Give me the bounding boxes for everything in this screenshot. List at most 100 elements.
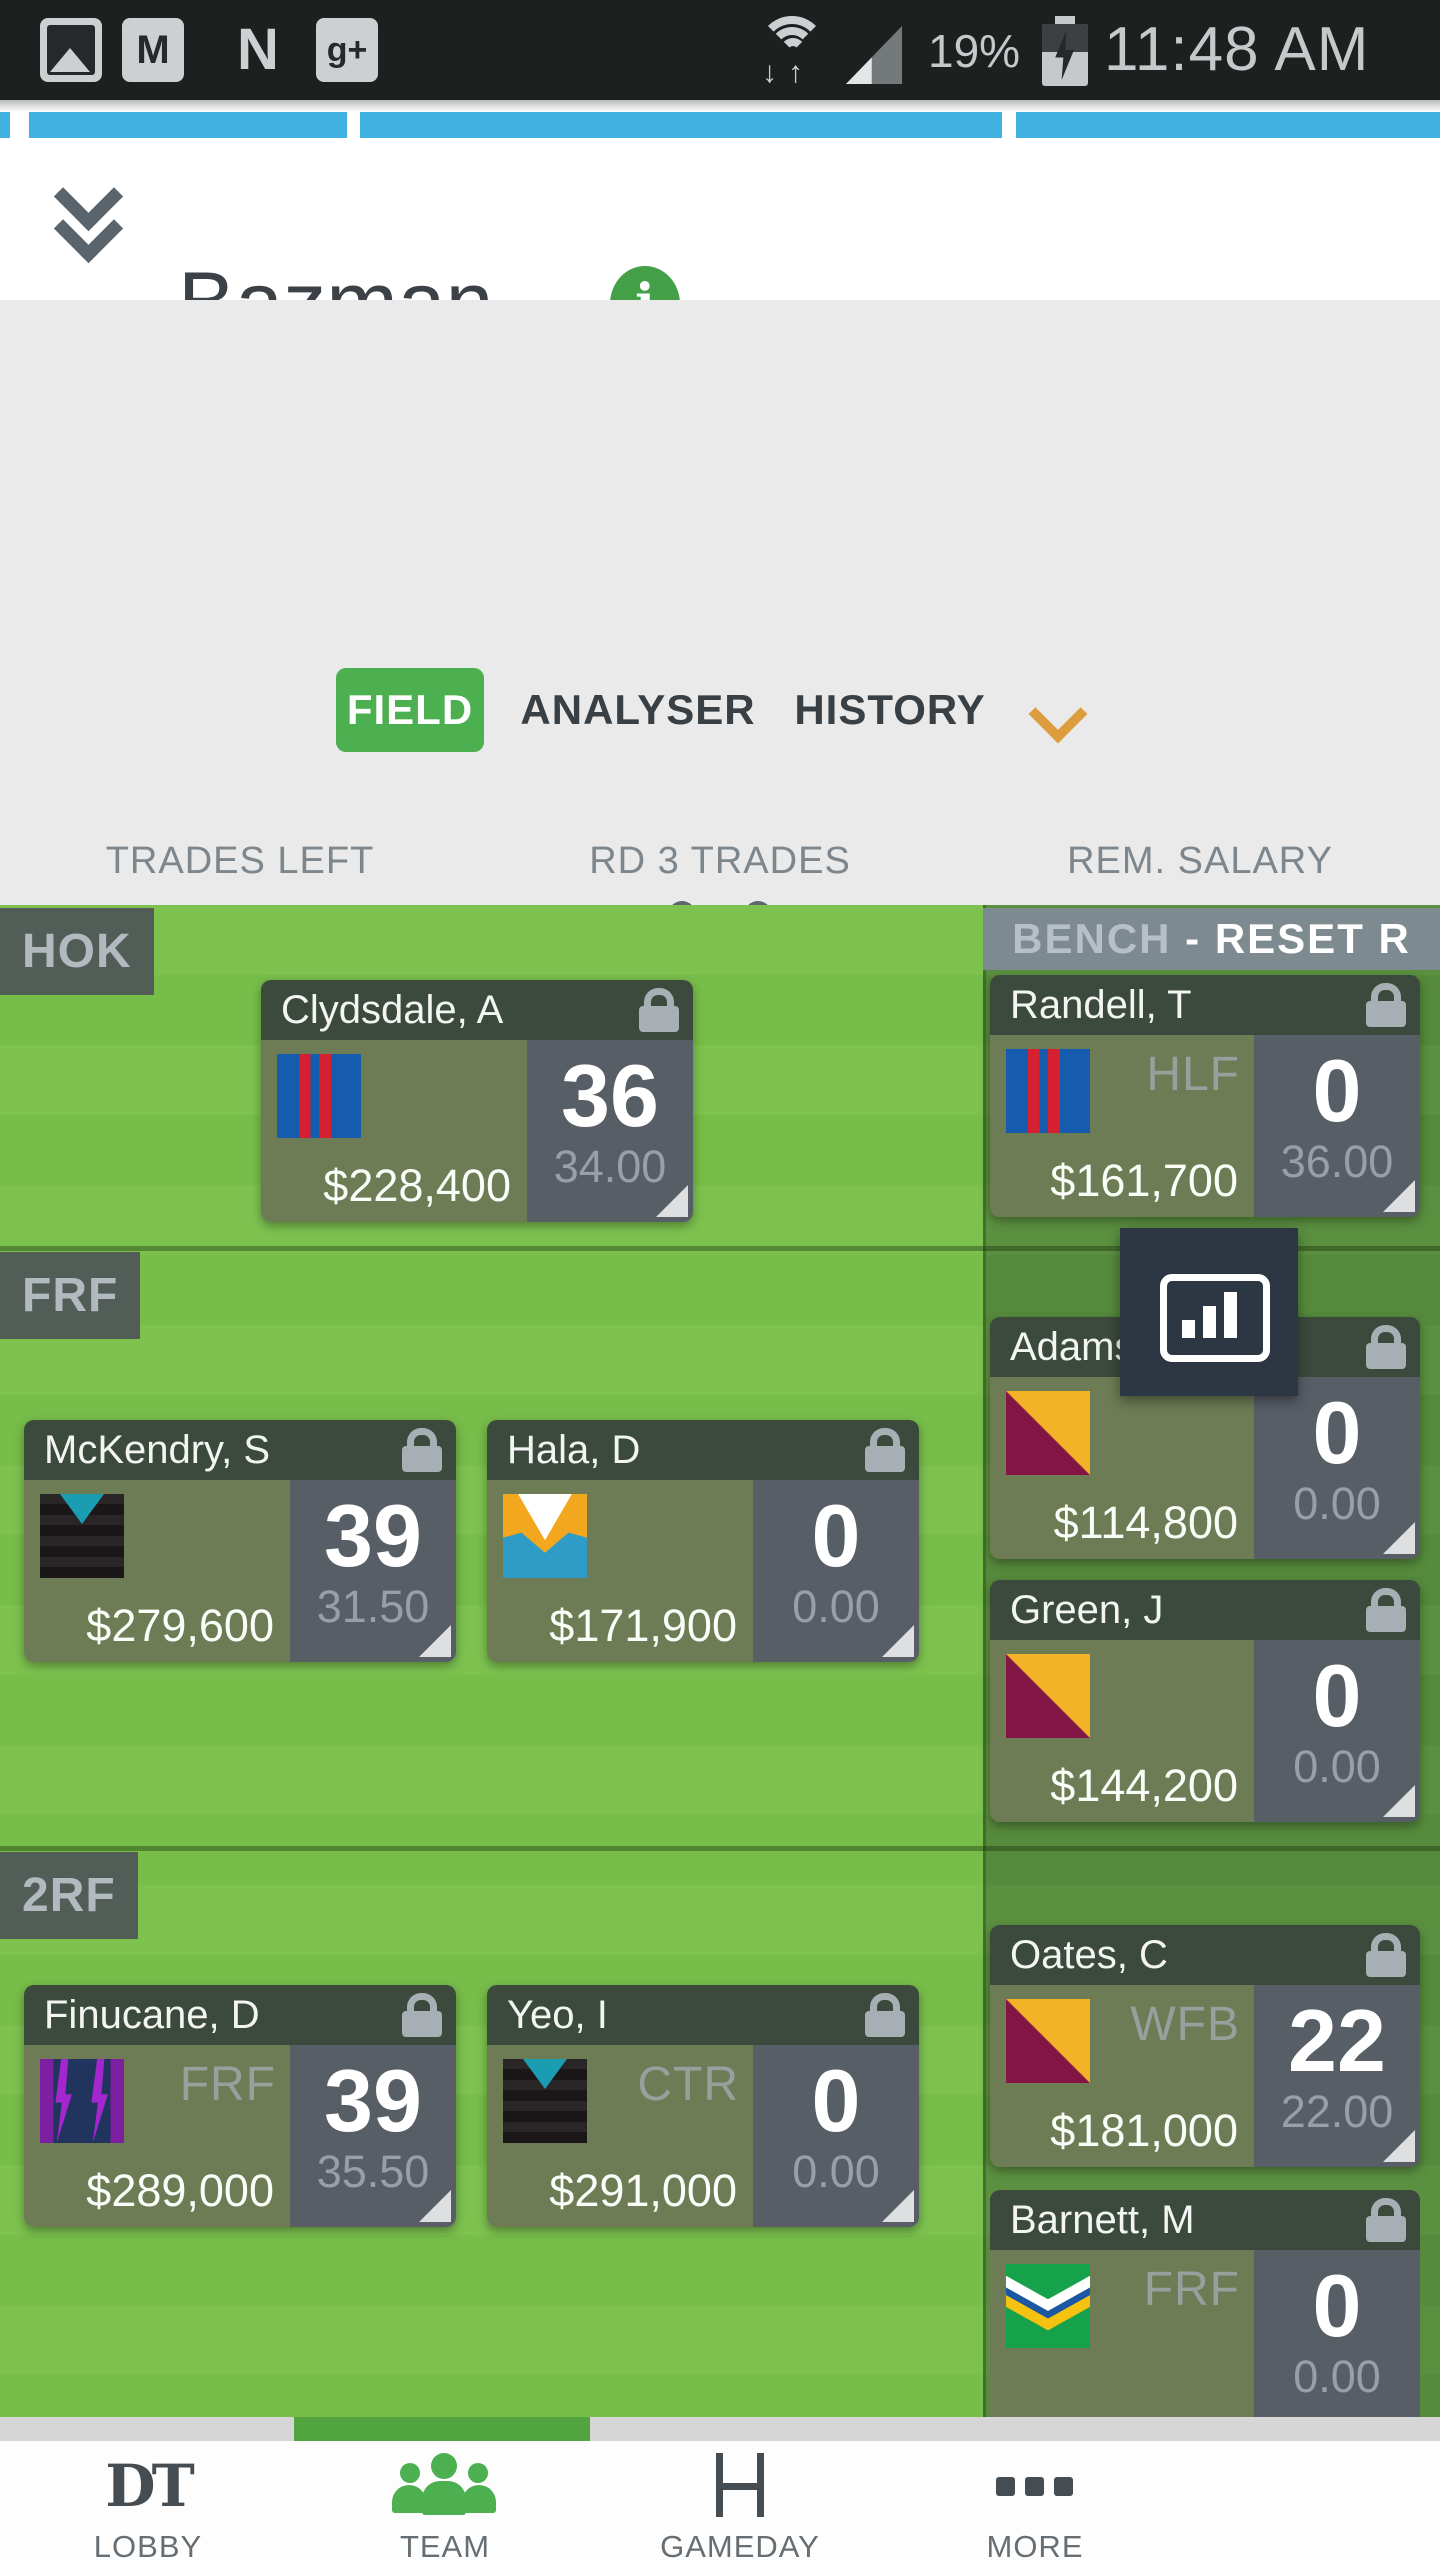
player-position: WFB bbox=[1130, 1998, 1240, 2051]
lock-icon bbox=[402, 1428, 442, 1472]
team-jersey-broncos bbox=[1006, 1999, 1090, 2083]
player-position: FRF bbox=[1143, 2263, 1240, 2316]
player-avg: 0.00 bbox=[1293, 1741, 1381, 1792]
nav-label: GAMEDAY bbox=[660, 2529, 820, 2560]
bar-chart-icon bbox=[1160, 1274, 1270, 1362]
nrl-app-notification-icon: N bbox=[237, 17, 279, 82]
lock-icon bbox=[1366, 2198, 1406, 2242]
nav-item-gameday[interactable]: GAMEDAY bbox=[635, 2453, 845, 2560]
expand-corner-icon[interactable] bbox=[419, 2190, 451, 2222]
player-card[interactable]: Barnett, M FRF 0 0.00 bbox=[990, 2190, 1420, 2425]
page-indicator-segment bbox=[360, 112, 1002, 138]
tab-field[interactable]: FIELD bbox=[336, 668, 484, 752]
lock-icon bbox=[1366, 1933, 1406, 1977]
player-price: $181,000 bbox=[1050, 2105, 1238, 2156]
player-score: 39 bbox=[324, 2051, 422, 2150]
team-jersey-storm bbox=[40, 2059, 124, 2143]
expand-corner-icon[interactable] bbox=[656, 1185, 688, 1217]
bench-header-bar[interactable]: BENCH - RESET R bbox=[983, 908, 1440, 970]
page-indicator-segment bbox=[1016, 112, 1440, 138]
cell-signal-icon bbox=[846, 26, 902, 84]
player-price: $171,900 bbox=[549, 1600, 737, 1651]
row-divider bbox=[0, 1846, 1440, 1851]
player-card[interactable]: Randell, T HLF $161,700 0 36.00 bbox=[990, 975, 1420, 1217]
bench-label: BENCH bbox=[1012, 915, 1172, 962]
more-ellipsis-icon bbox=[990, 2453, 1080, 2519]
player-avg: 0.00 bbox=[1293, 2351, 1381, 2402]
player-avg: 36.00 bbox=[1280, 1136, 1394, 1187]
expand-corner-icon[interactable] bbox=[419, 1625, 451, 1657]
player-name: Green, J bbox=[1010, 1588, 1164, 1632]
player-card[interactable]: McKendry, S $279,600 39 31.50 bbox=[24, 1420, 456, 1662]
player-card[interactable]: Oates, C WFB $181,000 22 22.00 bbox=[990, 1925, 1420, 2167]
team-jersey-raiders bbox=[1006, 2264, 1090, 2348]
stat-label: RD 3 TRADES bbox=[589, 840, 851, 882]
team-people-icon bbox=[390, 2453, 500, 2519]
player-price: $291,000 bbox=[549, 2165, 737, 2216]
player-avg: 34.00 bbox=[553, 1141, 667, 1192]
player-price: $161,700 bbox=[1050, 1155, 1238, 1206]
expand-corner-icon[interactable] bbox=[882, 1625, 914, 1657]
player-position: FRF bbox=[179, 2058, 276, 2111]
player-name: Yeo, I bbox=[507, 1993, 608, 2037]
player-card-clipped[interactable]: Barnett, M FRF 0 0.00 bbox=[990, 2190, 1420, 2425]
player-name: Randell, T bbox=[1010, 983, 1192, 1027]
expand-corner-icon[interactable] bbox=[882, 2190, 914, 2222]
tab-history[interactable]: HISTORY bbox=[794, 686, 986, 733]
team-header: Bazman i bbox=[0, 100, 1440, 351]
nav-label: TEAM bbox=[399, 2529, 491, 2560]
nav-label: MORE bbox=[986, 2529, 1084, 2560]
player-score: 39 bbox=[324, 1486, 422, 1585]
player-name: Adams bbox=[1010, 1325, 1135, 1369]
player-position: CTR bbox=[637, 2058, 739, 2111]
expand-corner-icon[interactable] bbox=[1383, 1180, 1415, 1212]
player-avg: 22.00 bbox=[1280, 2086, 1394, 2137]
google-plus-notification-icon: g+ bbox=[316, 18, 378, 82]
team-jersey-knights bbox=[1006, 1049, 1090, 1133]
lock-icon bbox=[865, 1428, 905, 1472]
expand-corner-icon[interactable] bbox=[1383, 2130, 1415, 2162]
player-card[interactable]: Yeo, I CTR $291,000 0 0.00 bbox=[487, 1985, 919, 2227]
nav-label: LOBBY bbox=[93, 2529, 203, 2560]
player-card[interactable]: Green, J $144,200 0 0.00 bbox=[990, 1580, 1420, 1822]
tab-analyser[interactable]: ANALYSER bbox=[520, 686, 756, 733]
lock-icon bbox=[402, 1993, 442, 2037]
team-jersey-panthers bbox=[40, 1494, 124, 1578]
player-name: Hala, D bbox=[507, 1428, 641, 1472]
player-avg: 0.00 bbox=[1293, 1478, 1381, 1529]
player-name: McKendry, S bbox=[44, 1428, 270, 1472]
player-name: Clydsdale, A bbox=[281, 988, 504, 1032]
gmail-notification-icon: M bbox=[122, 18, 184, 82]
position-row-label-frf: FRF bbox=[0, 1252, 141, 1339]
lock-icon bbox=[1366, 1588, 1406, 1632]
player-card[interactable]: Finucane, D FRF $289,000 39 35.50 bbox=[24, 1985, 456, 2227]
player-name: Finucane, D bbox=[44, 1993, 260, 2037]
player-price: $144,200 bbox=[1050, 1760, 1238, 1811]
nav-item-team[interactable]: TEAM bbox=[340, 2453, 550, 2560]
player-price: $228,400 bbox=[323, 1160, 511, 1211]
nav-item-lobby[interactable]: DT LOBBY bbox=[43, 2453, 253, 2560]
player-score: 0 bbox=[1312, 2256, 1362, 2355]
expand-corner-icon[interactable] bbox=[1383, 1785, 1415, 1817]
player-position: HLF bbox=[1146, 1048, 1240, 1101]
stats-chart-button[interactable] bbox=[1120, 1228, 1298, 1396]
team-jersey-broncos bbox=[1006, 1391, 1090, 1475]
goalposts-icon bbox=[710, 2453, 770, 2517]
team-control-panel: FIELD ANALYSER HISTORY TRADES LEFT 36 RD… bbox=[0, 300, 1440, 1185]
team-jersey-titans bbox=[503, 1494, 587, 1578]
player-score: 36 bbox=[561, 1046, 659, 1145]
stat-label: TRADES LEFT bbox=[105, 840, 375, 882]
battery-charging-icon bbox=[1042, 16, 1088, 86]
player-card[interactable]: Clydsdale, A $228,400 36 34.00 bbox=[261, 980, 693, 1222]
tabs-dropdown-chevron-icon[interactable] bbox=[1028, 684, 1088, 744]
player-card[interactable]: Hala, D $171,900 0 0.00 bbox=[487, 1420, 919, 1662]
player-name: Barnett, M bbox=[1010, 2198, 1195, 2242]
expand-corner-icon[interactable] bbox=[1383, 1522, 1415, 1554]
team-jersey-panthers bbox=[503, 2059, 587, 2143]
player-name: Oates, C bbox=[1010, 1933, 1168, 1977]
scrollbar-thumb[interactable] bbox=[294, 2417, 590, 2441]
reset-round-action[interactable]: RESET R bbox=[1214, 915, 1411, 962]
nav-item-more[interactable]: MORE bbox=[930, 2453, 1140, 2560]
page-indicator-segment bbox=[0, 112, 10, 138]
